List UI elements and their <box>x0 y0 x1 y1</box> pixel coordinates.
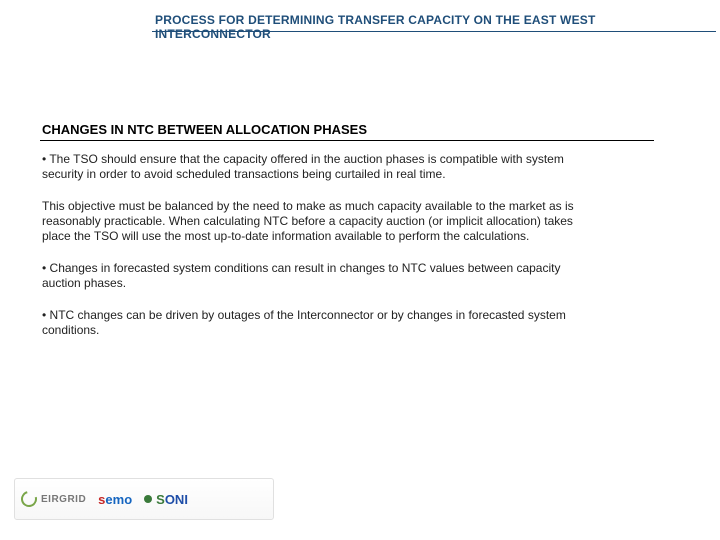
section-underline <box>40 140 654 141</box>
logo-soni: SONI <box>144 492 188 507</box>
eirgrid-swirl-icon <box>18 488 40 510</box>
body-text: • The TSO should ensure that the capacit… <box>42 152 602 354</box>
soni-dot-icon <box>144 495 152 503</box>
logo-text: EIRGRID <box>41 494 86 505</box>
logo-semo: semo <box>98 492 132 507</box>
paragraph: • NTC changes can be driven by outages o… <box>42 308 602 339</box>
logo-text: semo <box>98 492 132 507</box>
slide-page: PROCESS FOR DETERMINING TRANSFER CAPACIT… <box>0 0 720 540</box>
page-header-title: PROCESS FOR DETERMINING TRANSFER CAPACIT… <box>155 13 710 41</box>
paragraph: • Changes in forecasted system condition… <box>42 261 602 292</box>
logo-text: SONI <box>156 492 188 507</box>
section-title: CHANGES IN NTC BETWEEN ALLOCATION PHASES <box>42 122 367 137</box>
footer-logo-bar: EIRGRID semo SONI <box>14 478 274 520</box>
logo-eirgrid: EIRGRID <box>21 491 86 507</box>
header-underline <box>152 31 716 32</box>
paragraph: This objective must be balanced by the n… <box>42 199 602 245</box>
paragraph: • The TSO should ensure that the capacit… <box>42 152 602 183</box>
